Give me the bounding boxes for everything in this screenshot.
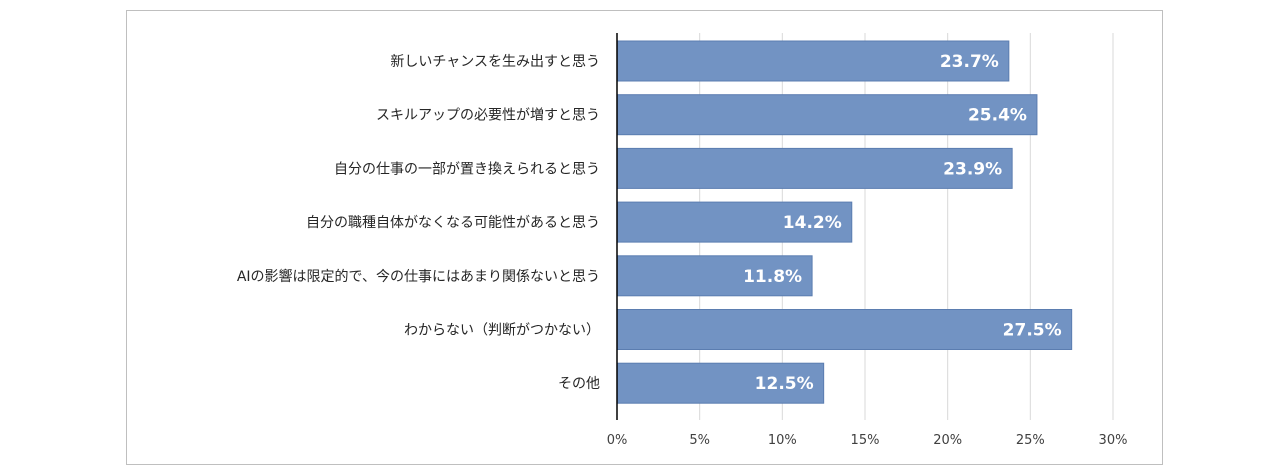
x-tick-label-30: 30% bbox=[1099, 433, 1128, 448]
data-label-4: 14.2% bbox=[783, 213, 842, 233]
bar-7 bbox=[616, 362, 825, 404]
x-tick-labels: 0% 5% 10% 15% 20% 25% 30% bbox=[607, 433, 1128, 448]
bar-3 bbox=[616, 147, 1013, 189]
category-label-6: わからない（判断がつかない） bbox=[404, 323, 600, 339]
data-labels: 23.7% 25.4% 23.9% 14.2% 11.8% 27.5% 12.5% bbox=[743, 52, 1062, 394]
x-tick-label-15: 15% bbox=[851, 433, 880, 448]
x-tick-label-5: 5% bbox=[689, 433, 710, 448]
bar-6 bbox=[616, 309, 1073, 350]
category-labels: 新しいチャンスを生み出すと思うスキルアップの必要性が増すと思う自分の仕事の一部が… bbox=[237, 54, 600, 392]
category-label-1: 新しいチャンスを生み出すと思う bbox=[390, 54, 600, 70]
x-tick-label-20: 20% bbox=[933, 433, 962, 448]
x-tick-label-25: 25% bbox=[1016, 433, 1045, 448]
category-label-3: 自分の仕事の一部が置き換えられると思う bbox=[334, 161, 600, 177]
bar-4 bbox=[616, 201, 853, 243]
category-label-2: スキルアップの必要性が増すと思う bbox=[376, 108, 600, 124]
data-label-2: 25.4% bbox=[968, 106, 1027, 126]
data-label-5: 11.8% bbox=[743, 267, 802, 287]
category-label-4: 自分の職種自体がなくなる可能性があると思う bbox=[306, 215, 600, 231]
data-label-7: 12.5% bbox=[755, 374, 814, 394]
category-label-7: その他 bbox=[558, 376, 600, 392]
bars bbox=[616, 40, 1073, 404]
data-label-3: 23.9% bbox=[943, 159, 1002, 179]
x-tick-label-0: 0% bbox=[607, 433, 628, 448]
category-label-5: AIの影響は限定的で、今の仕事にはあまり関係ないと思う bbox=[237, 268, 600, 285]
data-label-1: 23.7% bbox=[940, 52, 999, 72]
bar-5 bbox=[616, 255, 813, 297]
x-tick-label-10: 10% bbox=[768, 433, 797, 448]
data-label-6: 27.5% bbox=[1003, 321, 1062, 341]
bar-2 bbox=[616, 94, 1038, 136]
